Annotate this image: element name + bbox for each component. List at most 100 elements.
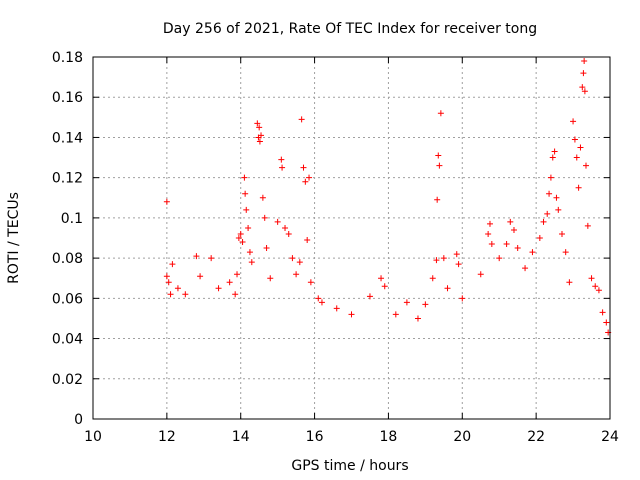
data-point xyxy=(261,214,268,221)
data-point xyxy=(477,271,484,278)
data-point xyxy=(486,220,493,227)
data-point xyxy=(169,261,176,268)
data-point xyxy=(414,315,421,322)
data-point xyxy=(536,235,543,241)
y-tick-label: 0.02 xyxy=(52,372,83,388)
data-point xyxy=(174,285,181,292)
x-tick-label: 10 xyxy=(84,429,102,445)
data-point xyxy=(422,301,429,308)
data-point xyxy=(440,255,447,262)
data-point xyxy=(566,279,573,286)
y-axis-label: ROTI / TECUs xyxy=(6,192,22,284)
data-point xyxy=(485,230,492,237)
data-point xyxy=(245,224,252,231)
data-point xyxy=(435,152,442,159)
data-point xyxy=(296,259,303,266)
data-point xyxy=(282,224,289,231)
data-point xyxy=(267,275,274,282)
data-point xyxy=(307,279,314,286)
y-tick-label: 0.06 xyxy=(52,291,83,307)
data-point xyxy=(403,299,410,306)
chart-title: Day 256 of 2021, Rate Of TEC Index for r… xyxy=(163,21,537,37)
data-point xyxy=(603,319,610,326)
x-axis-label: GPS time / hours xyxy=(291,458,408,474)
data-point xyxy=(254,120,261,127)
data-point xyxy=(544,210,551,217)
data-point xyxy=(366,293,373,300)
data-point xyxy=(246,249,253,256)
plot-frame xyxy=(92,56,611,420)
data-point xyxy=(208,255,215,262)
y-tick-label: 0.14 xyxy=(52,130,83,146)
data-point xyxy=(381,283,388,290)
data-point xyxy=(436,162,443,169)
data-point xyxy=(496,255,503,262)
data-point xyxy=(555,206,562,213)
data-point xyxy=(437,110,444,117)
data-point xyxy=(248,259,255,266)
data-series-roti xyxy=(163,58,612,336)
data-point xyxy=(575,184,582,191)
data-point xyxy=(197,273,204,280)
data-point xyxy=(579,84,586,91)
x-tick-label: 24 xyxy=(601,429,619,445)
y-tick-label: 0.04 xyxy=(52,332,83,348)
grid xyxy=(93,57,610,419)
data-point xyxy=(298,116,305,123)
data-point xyxy=(588,275,595,282)
data-point xyxy=(581,58,588,65)
x-tick-label: 14 xyxy=(232,429,250,445)
data-point xyxy=(433,257,440,264)
data-point xyxy=(215,285,222,292)
data-point xyxy=(302,178,309,185)
data-point xyxy=(546,190,553,197)
data-point xyxy=(570,118,577,125)
data-point xyxy=(529,249,536,256)
data-point xyxy=(455,261,462,268)
data-point xyxy=(453,251,460,258)
data-point xyxy=(165,279,172,286)
data-point xyxy=(306,174,313,181)
data-point xyxy=(571,136,578,143)
data-point xyxy=(182,291,189,298)
y-tick-label: 0.1 xyxy=(61,211,83,227)
data-point xyxy=(274,218,281,225)
y-tick-label: 0.18 xyxy=(52,50,83,66)
data-point xyxy=(259,194,266,201)
data-point xyxy=(348,311,355,318)
data-point xyxy=(304,237,311,244)
data-point xyxy=(444,285,451,292)
data-point xyxy=(592,283,599,290)
data-point xyxy=(429,275,436,282)
y-tick-label: 0.16 xyxy=(52,90,83,106)
data-point xyxy=(510,226,517,233)
y-tick-label: 0 xyxy=(74,412,83,428)
data-point xyxy=(459,295,466,302)
data-point xyxy=(256,138,263,145)
x-tick-label: 18 xyxy=(380,429,398,445)
data-point xyxy=(580,70,587,77)
data-point xyxy=(293,271,300,278)
y-tick-label: 0.12 xyxy=(52,171,83,187)
data-point xyxy=(558,230,565,237)
data-point xyxy=(503,241,510,248)
data-point xyxy=(315,295,322,302)
data-point xyxy=(551,148,558,155)
data-point xyxy=(242,190,249,197)
data-point xyxy=(378,275,385,282)
data-point xyxy=(241,174,248,181)
data-point xyxy=(237,230,244,237)
data-point xyxy=(549,154,556,161)
data-point xyxy=(522,265,529,272)
data-point xyxy=(333,305,340,312)
data-point xyxy=(434,196,441,203)
data-point xyxy=(235,235,242,241)
data-point xyxy=(285,230,292,237)
x-tick-label: 20 xyxy=(453,429,471,445)
data-point xyxy=(300,164,307,171)
data-point xyxy=(540,218,547,225)
data-point xyxy=(562,249,569,256)
data-point xyxy=(595,287,602,294)
data-point xyxy=(507,218,514,225)
